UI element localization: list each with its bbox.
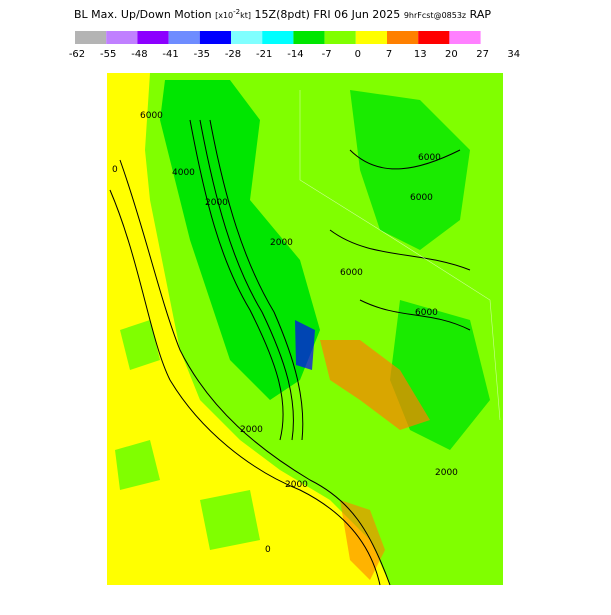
colorbar-label: -48 (131, 49, 147, 60)
terrain-shade (160, 80, 320, 400)
state-borders (299, 90, 501, 421)
color-swatch (324, 31, 356, 44)
terrain-shade (340, 500, 385, 580)
contour-label: 2000 (285, 480, 308, 490)
title: BL Max. Up/Down Motion [x10-2kt] 15Z(8pd… (74, 8, 491, 21)
terrain-shade (350, 90, 470, 250)
colorbar-label: 7 (386, 49, 392, 60)
units-exp: -2 (233, 8, 240, 16)
colorbar-label: 0 (355, 49, 361, 60)
color-swatch (262, 31, 294, 44)
colorbar-label: 34 (507, 49, 520, 60)
color-swatch (387, 31, 419, 44)
contour-label: 0 (112, 165, 118, 175)
color-swatch (168, 31, 200, 44)
colorbar-label: -35 (194, 49, 210, 60)
contours (109, 119, 471, 586)
contour-label: 6000 (418, 153, 441, 163)
colorbar-label: -7 (322, 49, 332, 60)
title-text: BL Max. Up/Down Motion (74, 8, 212, 21)
valid-time: 15Z(8pdt) FRI 06 Jun 2025 (255, 8, 401, 21)
forecast: 9hrFcst@0853z (404, 11, 466, 20)
color-swatch (106, 31, 138, 44)
color-swatch (449, 31, 481, 44)
contour-label: 6000 (340, 268, 363, 278)
contour-label: 2000 (435, 468, 458, 478)
terrain-shade (115, 320, 260, 550)
units-close: kt] (240, 11, 251, 20)
colorbar-label: 27 (476, 49, 489, 60)
color-swatch (293, 31, 325, 44)
color-swatch (75, 31, 107, 44)
contour-label: 2000 (240, 425, 263, 435)
color-swatch (418, 31, 450, 44)
colorbar-label: -28 (225, 49, 241, 60)
units-open: [x10 (215, 11, 233, 20)
color-swatch (199, 31, 231, 44)
contour-label: 4000 (172, 168, 195, 178)
map: 6000 4000 2000 2000 0 6000 6000 6000 600… (107, 73, 503, 586)
colorbar-label: -62 (69, 49, 85, 60)
colorbar-label: 13 (414, 49, 427, 60)
contour-label: 2000 (270, 238, 293, 248)
colorbar-label: -21 (256, 49, 272, 60)
contour-label: 6000 (140, 111, 163, 121)
contour-label: 2000 (205, 198, 228, 208)
contour-label: 6000 (410, 193, 433, 203)
colorbar: -62 -55 -48 -41 -35 -28 -21 -14 -7 0 7 13 20 27 34 (69, 31, 520, 60)
color-swatch (231, 31, 263, 44)
contour-label: 6000 (415, 308, 438, 318)
colorbar-label: -14 (287, 49, 303, 60)
color-swatch (355, 31, 387, 44)
color-swatch (137, 31, 169, 44)
terrain-shade (295, 320, 315, 370)
colorbar-label: -55 (100, 49, 116, 60)
contour-label: 0 (265, 545, 271, 555)
terrain-shade (320, 340, 430, 430)
colorbar-label: -41 (162, 49, 178, 60)
model: RAP (470, 8, 492, 21)
colorbar-label: 20 (445, 49, 458, 60)
